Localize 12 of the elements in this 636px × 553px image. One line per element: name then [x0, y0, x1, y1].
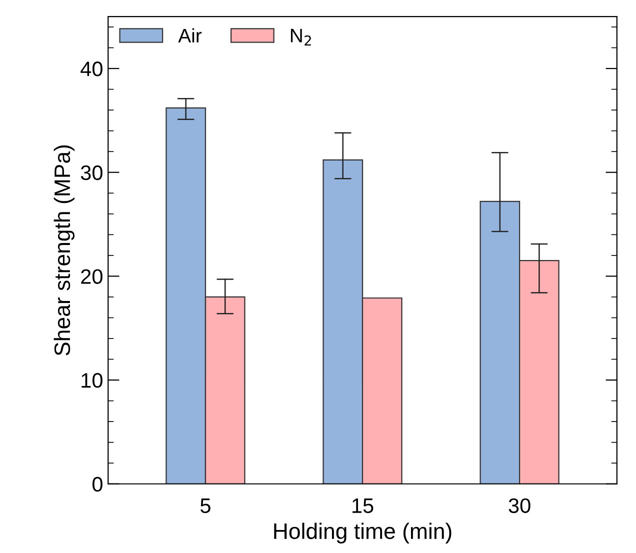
- y-tick-label: 40: [80, 62, 102, 76]
- x-tick-label: 30: [508, 498, 530, 514]
- y-tick-label: 10: [82, 373, 102, 388]
- x-tick-label: 15: [352, 498, 374, 514]
- x-tick-label: 5: [200, 498, 210, 514]
- y-axis-title: Shear strength (MPa): [54, 145, 75, 356]
- legend-label: Air: [178, 28, 202, 42]
- y-tick-label: 0: [92, 476, 102, 492]
- x-axis-title: Holding time (min): [274, 522, 452, 544]
- legend-label: N$_{2}$: [290, 28, 311, 46]
- y-tick-label: 20: [81, 269, 102, 284]
- y-tick-label: 30: [80, 165, 102, 180]
